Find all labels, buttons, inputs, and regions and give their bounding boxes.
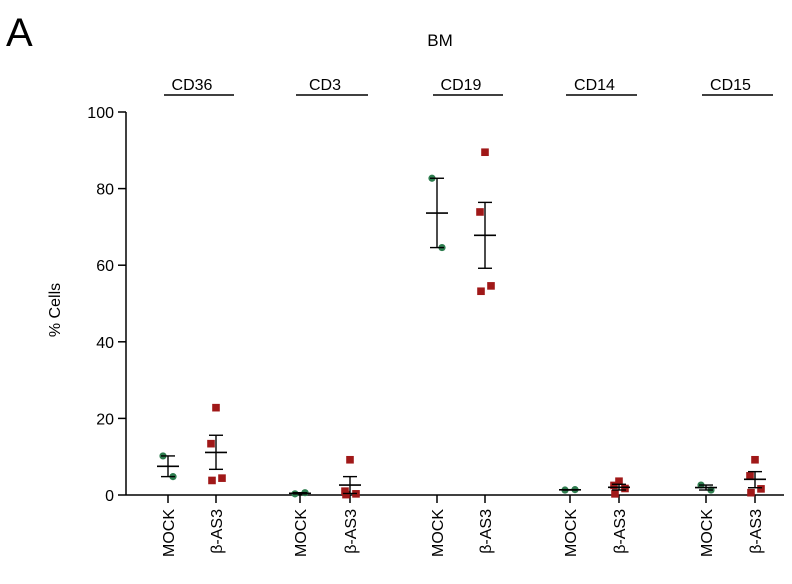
y-tick-label: 100 (87, 105, 114, 122)
y-axis-label: % Cells (47, 283, 64, 337)
data-point-b-as3 (757, 485, 765, 493)
group-label: CD36 (172, 77, 213, 94)
data-point-b-as3 (611, 490, 619, 498)
x-tick-label: MOCK (161, 509, 178, 557)
data-point-b-as3 (487, 282, 495, 290)
group-cd3: CD3 MOCK β-AS3 (289, 77, 368, 557)
group-cd36: CD36 MOCK β-AS3 (157, 77, 234, 557)
chart-title: BM (427, 31, 453, 50)
data-point-b-as3 (751, 455, 759, 464)
data-point-b-as3 (746, 472, 754, 480)
data-point-b-as3 (610, 481, 618, 490)
x-tick-label: β-AS3 (343, 509, 360, 554)
group-label: CD19 (441, 77, 482, 94)
y-tick-label: 80 (96, 182, 114, 199)
data-point-b-as3 (207, 439, 215, 448)
x-tick-label: MOCK (699, 509, 716, 557)
data-point-b-as3 (208, 476, 216, 485)
group-label: CD14 (574, 77, 615, 94)
group-cd15: CD15 MOCK β-AS3 (695, 77, 773, 557)
data-point-b-as3 (218, 474, 226, 482)
group-label: CD3 (309, 77, 341, 94)
data-point-b-as3 (342, 490, 350, 499)
x-tick-label: β-AS3 (209, 509, 226, 554)
data-point-b-as3 (346, 455, 354, 464)
y-tick-label: 20 (96, 411, 114, 428)
x-tick-label: MOCK (563, 509, 580, 557)
axes: 0 20 40 60 80 100 (87, 105, 784, 505)
data-point-b-as3 (747, 488, 755, 497)
x-tick-label: β-AS3 (612, 509, 629, 554)
group-label: CD15 (710, 77, 751, 94)
x-tick-label: MOCK (430, 509, 447, 557)
y-tick-label: 40 (96, 335, 114, 352)
data-point-b-as3 (615, 477, 623, 486)
group-cd19: CD19 MOCK β-AS3 (426, 77, 503, 557)
x-tick-label: MOCK (293, 509, 310, 557)
data-point-b-as3 (621, 484, 629, 493)
group-cd14: CD14 MOCK β-AS3 (559, 77, 637, 557)
x-tick-label: β-AS3 (748, 509, 765, 554)
data-point-b-as3 (481, 148, 489, 157)
data-point-b-as3 (477, 287, 485, 296)
y-tick-label: 60 (96, 258, 114, 275)
panel-label: A (6, 11, 33, 55)
y-tick-label: 0 (105, 488, 114, 505)
data-point-b-as3 (212, 403, 220, 412)
data-point-b-as3 (476, 208, 484, 216)
x-tick-label: β-AS3 (478, 509, 495, 554)
